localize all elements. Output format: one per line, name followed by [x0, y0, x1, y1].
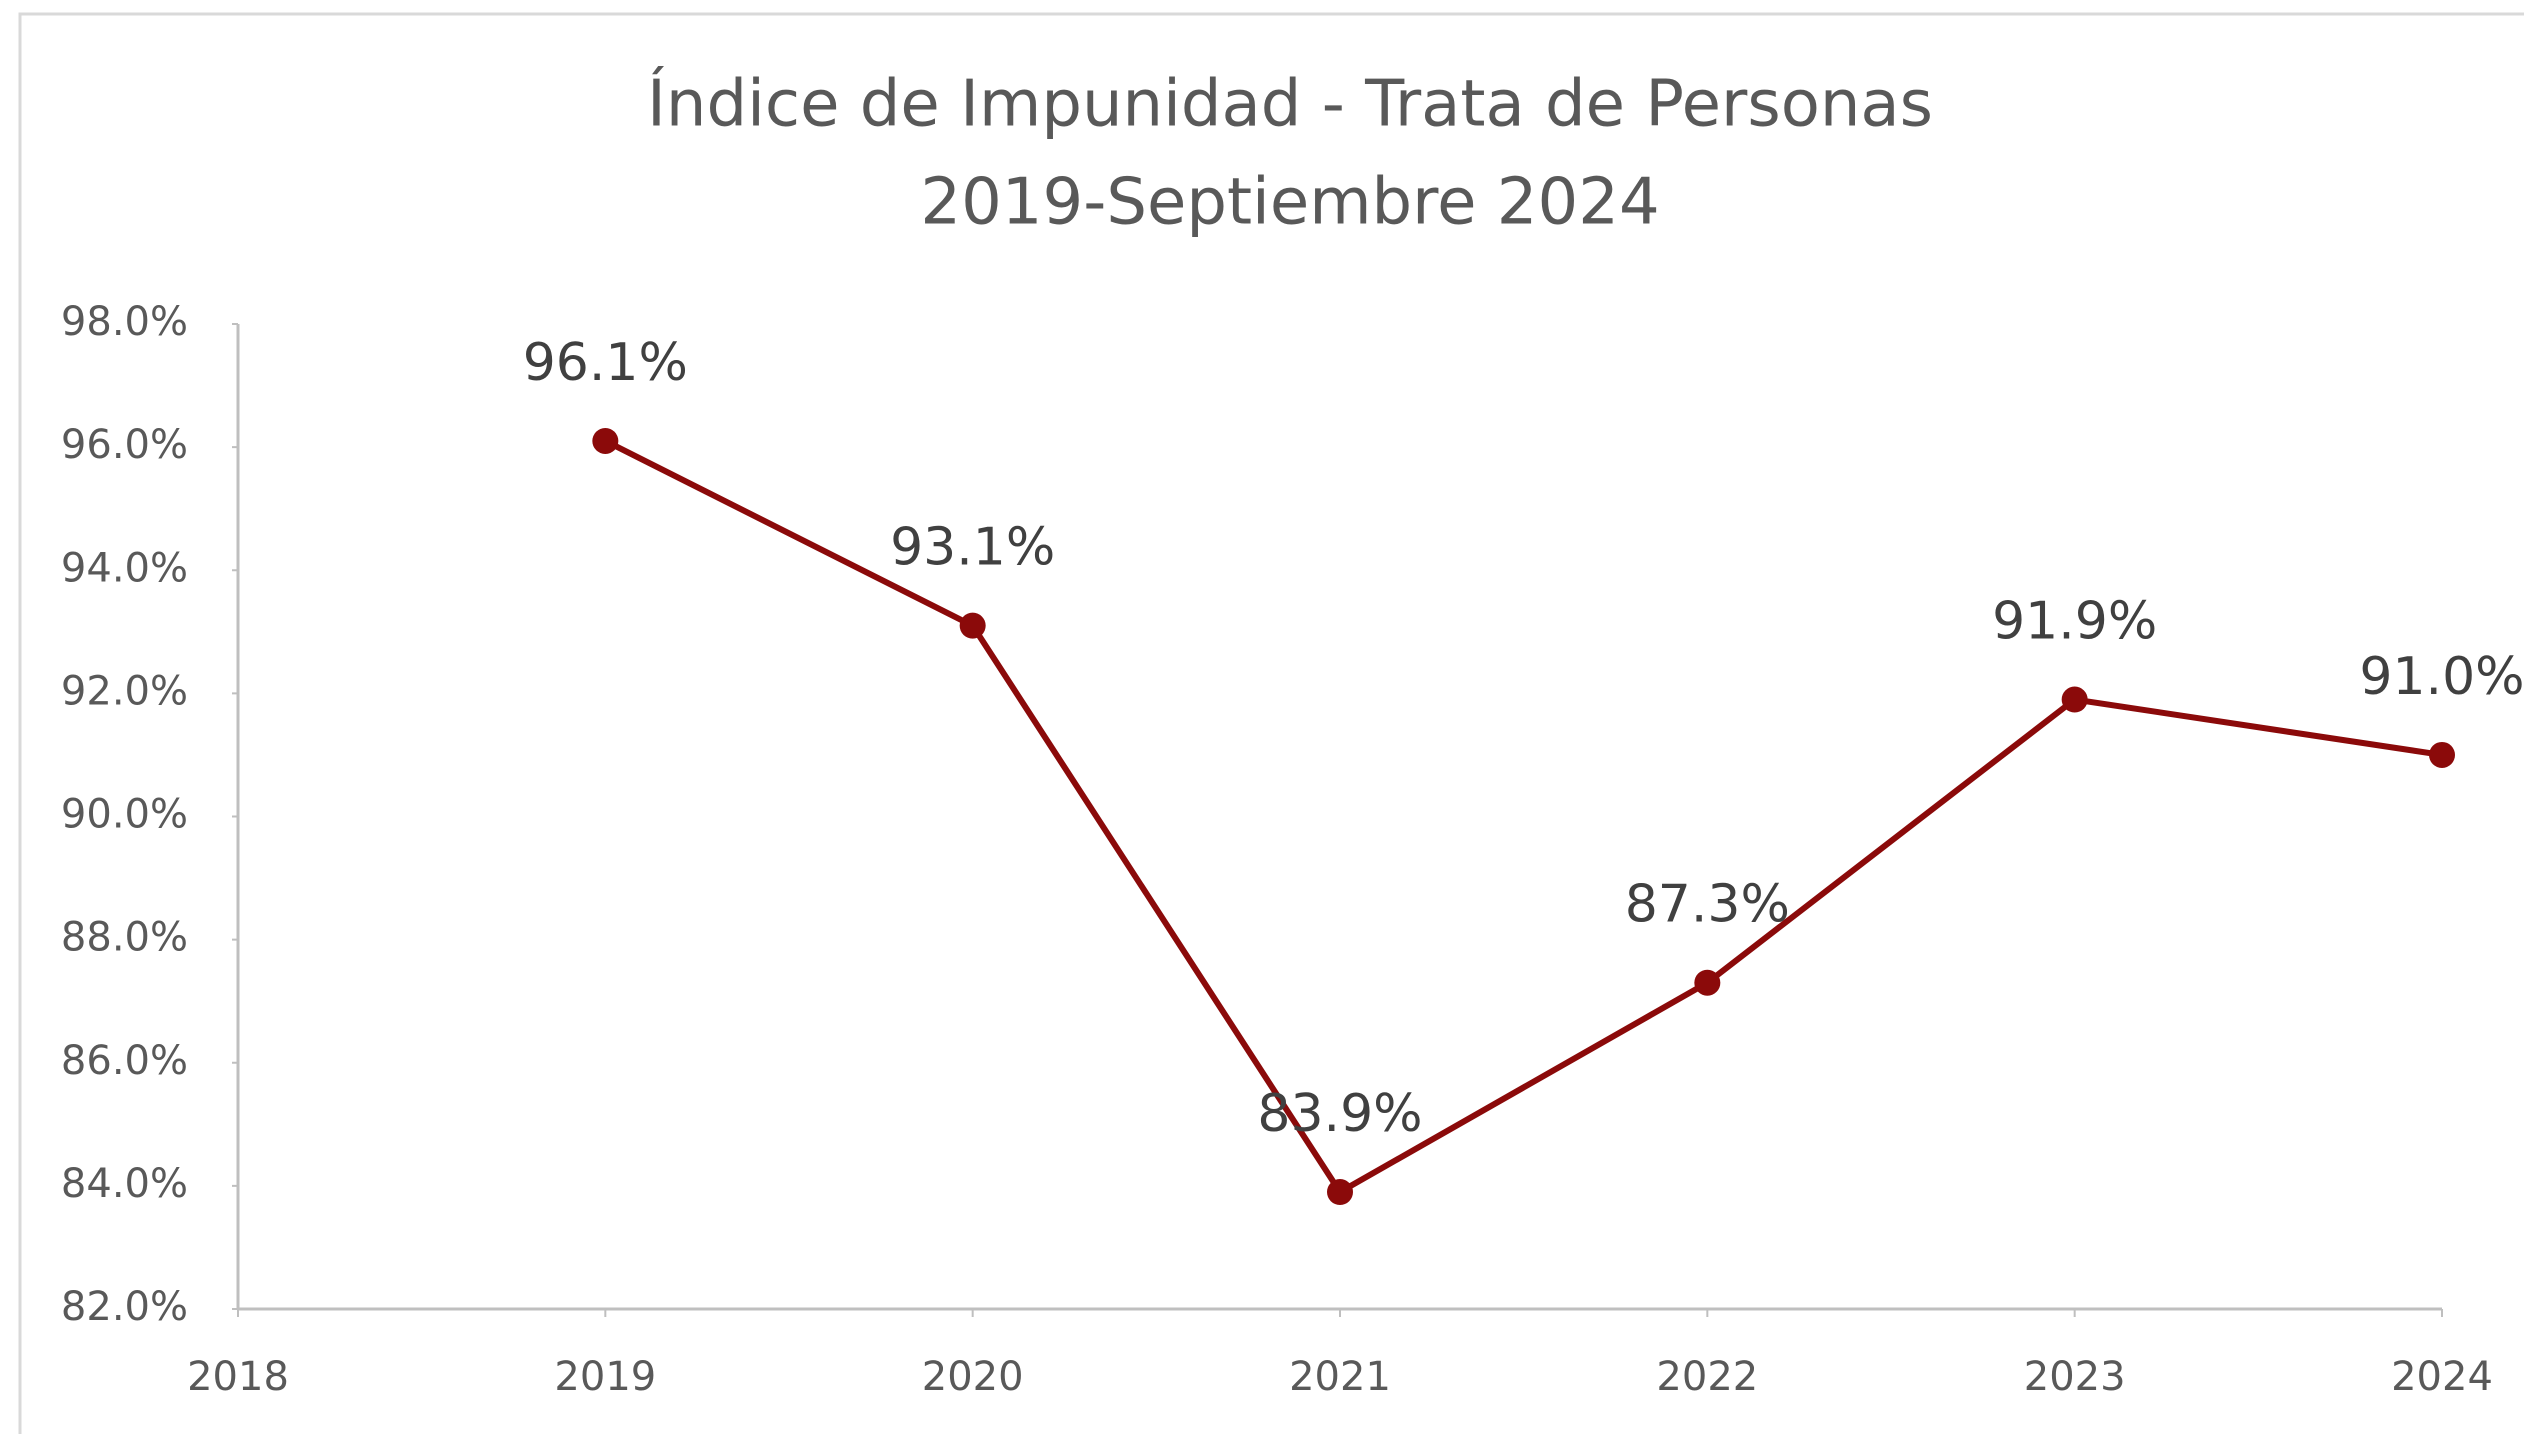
chart-border [18, 12, 2524, 1438]
data-label: 91.9% [1992, 592, 2157, 652]
data-point [1327, 1179, 1353, 1206]
data-label: 87.3% [1625, 875, 1790, 935]
y-tick-label: 98.0% [61, 299, 188, 345]
data-label: 83.9% [1257, 1084, 1422, 1144]
series-line [603, 438, 2443, 1197]
data-label: 91.0% [2359, 647, 2524, 707]
y-tick-label: 90.0% [61, 792, 188, 838]
x-tick-label: 2020 [922, 1354, 1024, 1400]
y-tick-label: 82.0% [61, 1284, 188, 1330]
y-tick-label: 94.0% [61, 545, 188, 591]
chart-title: Índice de Impunidad - Trata de Personas [647, 66, 1933, 142]
data-label: 93.1% [890, 518, 1055, 578]
x-tick-label: 2022 [1656, 1354, 1758, 1400]
y-tick-label: 96.0% [61, 422, 188, 468]
data-point [959, 612, 986, 639]
y-tick-label: 86.0% [61, 1038, 188, 1084]
chart-subtitle: 2019-Septiembre 2024 [920, 166, 1659, 240]
x-tick-label: 2018 [187, 1354, 289, 1400]
y-tick-label: 92.0% [61, 668, 188, 714]
x-tick-label: 2021 [1289, 1354, 1391, 1400]
y-tick-label: 84.0% [61, 1161, 188, 1207]
data-point [2429, 741, 2455, 768]
y-tick-label: 88.0% [61, 915, 188, 961]
data-label: 96.1% [523, 333, 688, 393]
data-point [1694, 969, 1721, 996]
x-tick-label: 2019 [554, 1354, 656, 1400]
x-tick-label: 2023 [2024, 1354, 2126, 1400]
data-point [592, 427, 619, 454]
data-point [2061, 686, 2088, 713]
x-tick-label: 2024 [2391, 1354, 2493, 1400]
